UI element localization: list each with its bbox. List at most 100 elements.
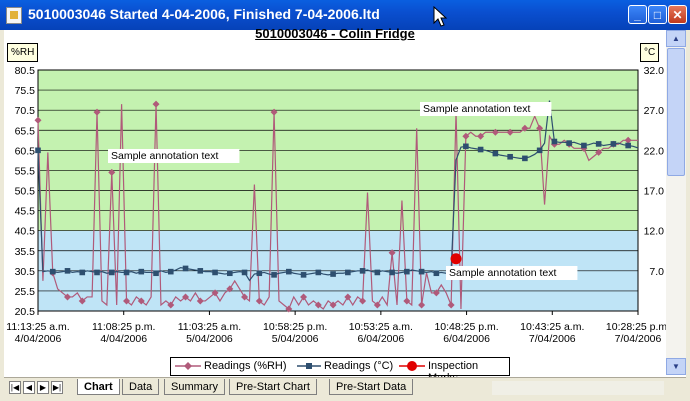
temp-point	[300, 272, 307, 278]
temp-point	[94, 269, 100, 276]
tab-pre-start-chart[interactable]: Pre-Start Chart	[229, 379, 317, 395]
minimize-button[interactable]: _	[628, 5, 647, 24]
right-tick-label: 7.0	[649, 266, 664, 278]
rh-point	[137, 297, 145, 305]
rh-point	[285, 305, 293, 313]
sheet-tab-bar: |◀ ◀ ▶ ▶| Chart Data Summary Pre-Start C…	[4, 377, 686, 398]
x-tick-date: 6/04/2006	[357, 333, 404, 345]
rh-point	[270, 108, 278, 116]
temp-point	[286, 268, 292, 275]
right-tick-label: 32.0	[644, 65, 665, 77]
rh-point	[93, 108, 101, 116]
rh-point	[314, 301, 322, 309]
tab-data[interactable]: Data	[122, 379, 160, 395]
x-tick-time: 10:28:25 p.m.	[606, 321, 666, 333]
annotation-box	[446, 266, 578, 280]
left-tick-label: 40.5	[15, 226, 36, 238]
inspection-mark	[450, 253, 462, 265]
rh-point	[241, 293, 249, 301]
x-tick-time: 11:08:25 p.m.	[92, 321, 155, 333]
rh-point	[388, 249, 396, 257]
tab-next-icon[interactable]: ▶	[37, 381, 49, 394]
temp-point	[359, 268, 366, 274]
close-button[interactable]: ✕	[668, 5, 687, 24]
annotation-text: Sample annotation text	[111, 150, 218, 162]
left-tick-label: 20.5	[15, 306, 36, 318]
rh-point	[108, 168, 116, 176]
tab-last-icon[interactable]: ▶|	[51, 381, 63, 394]
document-client: 5010003046 - Colin Fridge %RH °C 80.5 75.…	[4, 26, 686, 398]
rh-point	[329, 301, 337, 309]
right-tick-label: 12.0	[644, 226, 665, 238]
temp-point	[374, 269, 381, 276]
right-tick-label: 22.0	[644, 145, 665, 157]
chart-area[interactable]: 5010003046 - Colin Fridge %RH °C 80.5 75.…	[4, 26, 666, 384]
left-tick-label: 55.5	[15, 165, 36, 177]
rh-point	[491, 128, 499, 136]
temp-point	[123, 269, 130, 276]
temp-point	[256, 270, 263, 277]
annotation-box	[108, 149, 240, 163]
temp-point	[108, 269, 115, 276]
tab-first-icon[interactable]: |◀	[9, 381, 21, 394]
left-tick-label: 30.5	[15, 266, 36, 278]
x-tick-time: 10:58:25 p.m.	[263, 321, 327, 333]
temp-point	[566, 140, 572, 146]
temp-point	[625, 142, 631, 149]
rh-point	[432, 289, 440, 297]
x-tick-date: 7/04/2006	[615, 333, 662, 345]
temp-point	[522, 155, 528, 162]
temp-point	[167, 268, 174, 275]
left-tick-label: 80.5	[15, 65, 36, 77]
scroll-thumb[interactable]	[667, 48, 685, 176]
x-tick-date: 5/04/2006	[186, 333, 233, 345]
rh-point	[373, 301, 381, 309]
temp-point	[536, 147, 543, 154]
rh-point	[152, 100, 160, 108]
x-tick-time: 10:43:25 a.m.	[520, 321, 584, 333]
temp-point	[551, 138, 558, 145]
tab-summary[interactable]: Summary	[164, 379, 226, 395]
annotation-text: Sample annotation text	[423, 103, 530, 115]
scroll-up-arrow-icon[interactable]: ▲	[666, 30, 686, 47]
rh-point	[462, 132, 470, 140]
tab-pre-start-data[interactable]: Pre-Start Data	[329, 379, 414, 395]
x-tick-date: 4/04/2006	[100, 333, 147, 345]
left-tick-label: 70.5	[15, 105, 36, 117]
left-tick-label: 50.5	[15, 186, 36, 198]
rh-point	[477, 132, 485, 140]
temp-point	[581, 142, 587, 149]
vertical-scrollbar[interactable]: ▲ ▼	[666, 30, 686, 375]
scroll-down-arrow-icon[interactable]: ▼	[666, 358, 686, 375]
horizontal-scrollbar[interactable]	[492, 381, 664, 395]
temp-point	[227, 270, 233, 277]
temp-point	[404, 268, 410, 275]
x-tick-time: 11:13:25 a.m.	[6, 321, 69, 333]
x-tick-date: 6/04/2006	[443, 333, 490, 345]
temp-point	[610, 141, 617, 147]
temp-point	[138, 268, 145, 275]
temp-point	[241, 269, 248, 276]
chart-legend: Readings (%RH) Readings (°C) Inspection …	[170, 357, 510, 384]
x-tick-date: 4/04/2006	[15, 333, 62, 345]
temp-point	[271, 272, 277, 278]
legend-temp: Readings (°C)	[324, 360, 394, 372]
temp-point	[477, 146, 484, 153]
right-tick-label: 27.0	[644, 105, 665, 117]
right-axis-unit: °C	[640, 43, 660, 62]
left-tick-label: 65.5	[15, 125, 36, 137]
rh-point	[64, 293, 72, 301]
x-tick-time: 10:48:25 p.m.	[434, 321, 498, 333]
tab-prev-icon[interactable]: ◀	[23, 381, 35, 394]
rh-point	[521, 124, 529, 132]
rh-point	[344, 293, 352, 301]
annotation-text: Sample annotation text	[449, 267, 556, 279]
maximize-button[interactable]: □	[648, 5, 667, 24]
legend-rh: Readings (%RH)	[204, 360, 287, 372]
rh-point	[536, 124, 544, 132]
chart-plot: 80.5 75.5 70.5 65.5 60.5 55.5 50.5 45.5 40.5 35.5…	[6, 65, 666, 345]
rh-point	[359, 297, 367, 305]
temp-point	[463, 143, 469, 150]
tab-chart[interactable]: Chart	[77, 379, 120, 395]
app-icon[interactable]	[6, 7, 22, 24]
